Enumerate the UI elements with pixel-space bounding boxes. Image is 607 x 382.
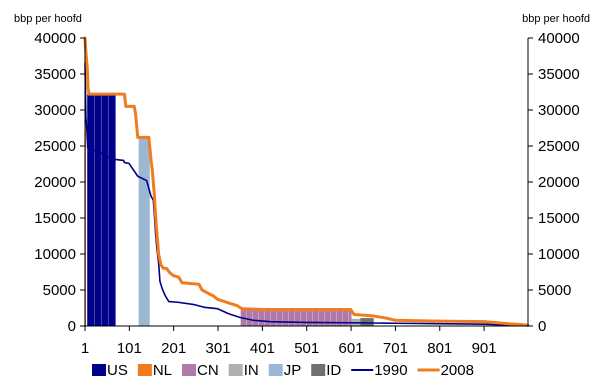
y-tick-label-left: 0 (68, 318, 76, 335)
bar-cn (240, 310, 352, 326)
legend-swatch-jp (268, 364, 283, 376)
legend-swatch-id (311, 364, 326, 376)
legend: US NL CN IN JP ID 1990 2008 (92, 362, 474, 379)
x-tick-label: 601 (339, 340, 364, 357)
y-tick-label-right: 5000 (538, 282, 571, 299)
x-tick-label: 501 (294, 340, 319, 357)
y-tick-label-right: 40000 (538, 30, 580, 47)
x-tick-label: 1 (81, 340, 89, 357)
y-tick-label-right: 0 (538, 318, 546, 335)
y-tick-label-right: 25000 (538, 138, 580, 155)
y-tick-label-right: 15000 (538, 210, 580, 227)
y-tick-label-left: 15000 (34, 210, 76, 227)
y-unit-label-right: bbp per hoofd (522, 13, 590, 25)
legend-label-1990: 1990 (374, 362, 407, 379)
y-tick-label-right: 20000 (538, 174, 580, 191)
y-tick-label-left: 35000 (34, 66, 76, 83)
y-tick-label-left: 30000 (34, 102, 76, 119)
bar-jp (138, 137, 150, 326)
x-tick-label: 801 (427, 340, 452, 357)
x-tick-label: 301 (206, 340, 231, 357)
axes-layer: 0 0 5000 5000 10000 10000 15000 15000 20000 20000… (14, 13, 590, 357)
y-tick-label-left: 25000 (34, 138, 76, 155)
legend-label-id: ID (326, 362, 341, 379)
y-tick-label-right: 10000 (538, 246, 580, 263)
legend-swatch-in (228, 364, 243, 376)
series-line-1990 (84, 62, 529, 327)
line-layer (83, 36, 530, 327)
legend-swatch-nl (137, 364, 152, 376)
legend-label-us: US (107, 362, 128, 379)
y-unit-label-left: bbp per hoofd (14, 13, 82, 25)
y-tick-label-left: 40000 (34, 30, 76, 47)
legend-swatch-cn (182, 364, 197, 376)
bar-id (360, 318, 374, 326)
legend-label-in: IN (244, 362, 259, 379)
legend-label-jp: JP (284, 362, 302, 379)
bar-layer (85, 38, 374, 326)
x-tick-label: 901 (472, 340, 497, 357)
x-tick-label: 101 (117, 340, 142, 357)
legend-swatch-us (92, 364, 106, 376)
legend-label-cn: CN (197, 362, 219, 379)
x-tick-label: 201 (161, 340, 186, 357)
y-tick-label-right: 35000 (538, 66, 580, 83)
y-tick-label-left: 10000 (34, 246, 76, 263)
legend-label-2008: 2008 (441, 362, 474, 379)
series-line-2008 (83, 36, 530, 327)
y-tick-label-right: 30000 (538, 102, 580, 119)
y-tick-label-left: 20000 (34, 174, 76, 191)
x-tick-label: 401 (250, 340, 275, 357)
legend-label-nl: NL (153, 362, 172, 379)
x-tick-label: 701 (383, 340, 408, 357)
y-tick-label-left: 5000 (43, 282, 76, 299)
